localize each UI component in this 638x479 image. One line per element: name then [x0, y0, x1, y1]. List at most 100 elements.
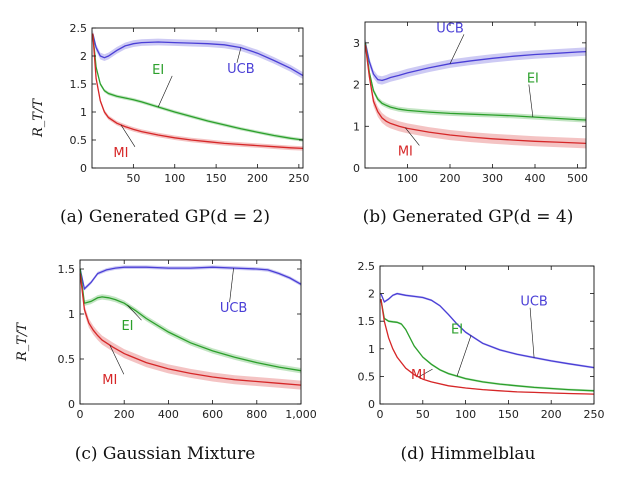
plot-panel-a: 50 100 150 200 250 0 0.5 1 1.5 2 2.5 UCB EI MI — [70, 22, 310, 185]
x-tick-label: 200 — [541, 408, 562, 421]
y-tick-label: 0.5 — [70, 134, 88, 147]
y-axis-label-a: R_T/T — [31, 98, 46, 138]
plot-panel-c: 0 200 400 600 800 1,000 0 0.5 1 1.5 UCB EI MI — [58, 259, 317, 421]
series-label-mi: MI — [411, 368, 426, 383]
y-tick-label: 2 — [80, 50, 87, 63]
series-line-ei — [92, 33, 304, 141]
x-tick-label: 50 — [126, 172, 140, 185]
label-leader-mi — [405, 127, 420, 146]
y-tick-label: 3 — [353, 37, 360, 50]
y-tick-label: 0 — [68, 398, 75, 411]
series-line-ucb — [380, 292, 595, 369]
y-tick-label: 1 — [80, 106, 87, 119]
x-tick-label: 300 — [482, 172, 503, 185]
series-band-ucb — [380, 292, 594, 369]
x-tick-label: 200 — [114, 408, 135, 421]
series-label-mi: MI — [113, 146, 128, 161]
y-tick-label: 0.5 — [58, 353, 76, 366]
series-line-ucb — [92, 33, 304, 77]
label-leader-ucb — [449, 34, 465, 64]
series-band-mi — [365, 39, 586, 149]
series-label-ucb: UCB — [520, 295, 548, 310]
x-tick-label: 100 — [397, 172, 418, 185]
series-line-ucb — [79, 266, 302, 291]
label-leader-ei — [127, 305, 142, 321]
x-tick-label: 400 — [158, 408, 179, 421]
series-label-ei: EI — [121, 319, 133, 334]
series-band-ucb — [92, 30, 303, 79]
label-leader-ucb — [236, 47, 242, 63]
y-tick-label: 1.5 — [358, 315, 376, 328]
series-band-mi — [80, 269, 301, 390]
y-tick-label: 2 — [368, 288, 375, 301]
series-line-mi — [380, 299, 595, 395]
series-line-mi — [364, 44, 587, 145]
series-label-ei: EI — [451, 322, 463, 337]
series-label-ucb: UCB — [436, 21, 464, 36]
series-label-ei: EI — [152, 63, 164, 78]
label-leader-ucb — [529, 307, 535, 358]
x-tick-label: 200 — [247, 172, 268, 185]
y-tick-label: 1 — [68, 308, 75, 321]
series-band-ei — [92, 31, 303, 142]
y-tick-label: 2.5 — [70, 22, 88, 35]
label-leader-ei — [528, 84, 534, 118]
y-tick-label: 0 — [80, 162, 87, 175]
series-line-ei — [380, 298, 595, 392]
caption-c: (c) Gaussian Mixture — [75, 444, 256, 464]
series-line-mi — [92, 33, 304, 150]
y-tick-label: 2 — [353, 79, 360, 92]
caption-a: (a) Generated GP(d = 2) — [60, 207, 270, 227]
label-leader-ucb — [229, 268, 234, 303]
caption-d: (d) Himmelblau — [401, 444, 536, 464]
series-label-ei: EI — [527, 71, 539, 86]
y-tick-label: 0 — [353, 162, 360, 175]
x-tick-label: 100 — [164, 172, 185, 185]
x-tick-label: 0 — [377, 408, 384, 421]
series-label-ucb: UCB — [220, 301, 248, 316]
x-tick-label: 100 — [455, 408, 476, 421]
y-tick-label: 1.5 — [58, 263, 76, 276]
x-tick-label: 250 — [584, 408, 605, 421]
x-tick-label: 250 — [288, 172, 309, 185]
label-leader-mi — [120, 124, 136, 147]
axes-frame — [91, 27, 304, 169]
x-tick-label: 1,000 — [285, 408, 317, 421]
axes-frame — [364, 21, 587, 169]
x-tick-label: 50 — [416, 408, 430, 421]
x-tick-label: 0 — [77, 408, 84, 421]
series-line-ei — [364, 42, 587, 121]
y-tick-label: 1 — [353, 120, 360, 133]
axes-frame — [379, 265, 595, 405]
x-tick-label: 500 — [567, 172, 588, 185]
y-tick-label: 1 — [368, 343, 375, 356]
series-line-mi — [79, 273, 302, 386]
x-tick-label: 150 — [206, 172, 227, 185]
series-label-mi: MI — [398, 144, 413, 159]
caption-b: (b) Generated GP(d = 4) — [363, 207, 574, 227]
y-tick-label: 0 — [368, 398, 375, 411]
label-leader-ei — [157, 75, 173, 108]
label-leader-ei — [456, 335, 472, 377]
label-leader-mi — [109, 345, 125, 375]
series-band-ei — [80, 266, 301, 374]
series-line-ei — [79, 268, 302, 372]
series-label-mi: MI — [102, 373, 117, 388]
x-tick-label: 800 — [246, 408, 267, 421]
label-leader-mi — [418, 368, 433, 378]
x-tick-label: 400 — [525, 172, 546, 185]
y-tick-label: 2.5 — [358, 260, 376, 273]
x-tick-label: 150 — [498, 408, 519, 421]
y-tick-label: 1.5 — [70, 78, 88, 91]
plot-panel-b: 100 200 300 400 500 0 1 2 3 UCB EI MI — [353, 21, 588, 185]
series-band-ucb — [365, 38, 586, 85]
series-label-ucb: UCB — [227, 62, 255, 77]
y-axis-label-c: R_T/T — [15, 322, 30, 362]
plot-panel-d: 0 50 100 150 200 250 0 0.5 1 1.5 2 2.5 UCB EI MI — [358, 260, 605, 421]
series-line-ucb — [364, 42, 587, 82]
axes-frame — [79, 259, 302, 405]
y-tick-label: 0.5 — [358, 370, 376, 383]
x-tick-label: 600 — [202, 408, 223, 421]
x-tick-label: 200 — [440, 172, 461, 185]
